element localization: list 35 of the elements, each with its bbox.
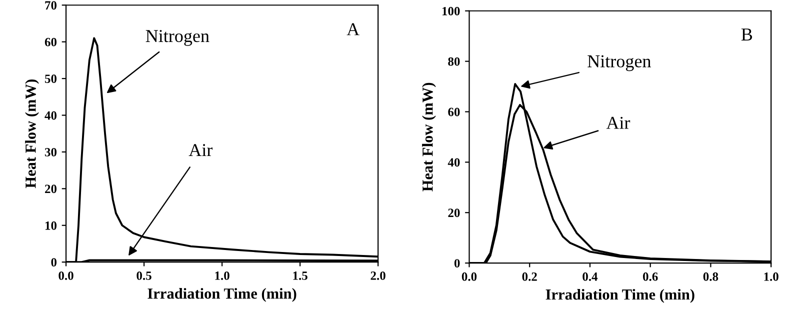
text: A bbox=[346, 23, 360, 36]
y-tick-label: 40 bbox=[44, 111, 57, 120]
annotation: Nitrogen bbox=[588, 55, 651, 72]
x-tick-label: 0.0 bbox=[58, 271, 74, 280]
x-tick-label: 2.0 bbox=[370, 271, 386, 280]
y-tick-label: 0 bbox=[51, 258, 57, 267]
y-tick-label: 60 bbox=[44, 38, 57, 46]
text: B bbox=[741, 28, 752, 40]
y-tick-label: 10 bbox=[46, 221, 57, 230]
x-tick-label: 0.0 bbox=[462, 272, 477, 281]
y-tick-label: 20 bbox=[45, 184, 57, 194]
x-tick-label: 0.5 bbox=[136, 271, 152, 280]
y-axis-title: Heat Flow (mW) bbox=[422, 82, 436, 192]
y-axis-title: Heat Flow (mW) bbox=[25, 80, 39, 188]
x-axis-title: Irradiation Time (min) bbox=[148, 288, 296, 302]
y-tick-label: 40 bbox=[448, 158, 460, 167]
x-tick-label: 0.2 bbox=[522, 272, 537, 281]
x-tick-label: 0.6 bbox=[643, 272, 658, 281]
y-tick-label: 30 bbox=[44, 148, 57, 156]
annotation: Air bbox=[188, 144, 213, 156]
x-tick-label: 1.0 bbox=[764, 272, 778, 281]
y-tick-label: 60 bbox=[448, 108, 460, 116]
y-tick-label: 100 bbox=[442, 6, 460, 16]
annotation: Nitrogen bbox=[146, 30, 210, 46]
y-tick-label: 20 bbox=[448, 208, 460, 218]
x-tick-label: 1.0 bbox=[215, 271, 230, 280]
y-tick-label: 80 bbox=[448, 57, 460, 66]
x-axis-title: Irradiation Time (min) bbox=[546, 288, 694, 303]
x-tick-label: 1.5 bbox=[293, 272, 308, 280]
x-tick-label: 0.8 bbox=[703, 272, 718, 281]
y-tick-label: 0 bbox=[454, 259, 460, 268]
y-tick-label: 70 bbox=[45, 1, 57, 10]
y-tick-label: 50 bbox=[44, 74, 57, 83]
annotation: Air bbox=[606, 116, 630, 129]
x-tick-label: 0.4 bbox=[582, 272, 598, 281]
